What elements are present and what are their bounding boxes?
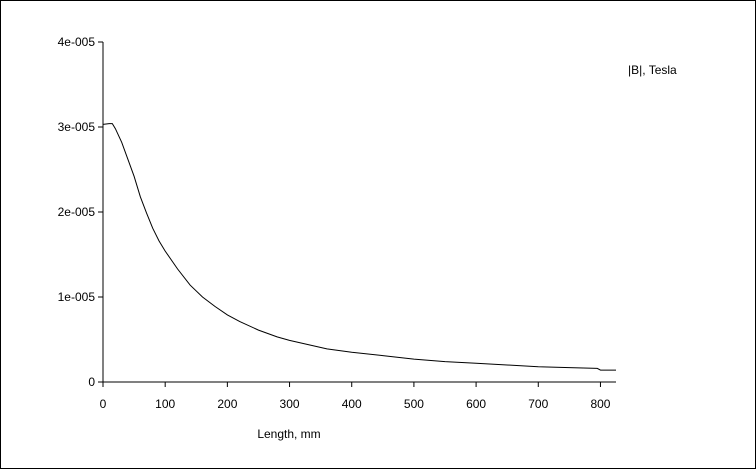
- series-line: [102, 123, 616, 371]
- y-tick-label: 4e-005: [58, 35, 96, 49]
- x-axis-ticks: 0 100 200 300 400 500 600 700 800: [100, 382, 611, 411]
- y-axis-ticks: 0 1e-005 2e-005 3e-005 4e-005: [58, 35, 103, 389]
- x-tick-label: 700: [528, 397, 548, 411]
- x-axis-title: Length, mm: [257, 427, 320, 441]
- legend-entry: |B|, Tesla: [628, 63, 677, 77]
- x-tick-label: 600: [466, 397, 486, 411]
- y-tick-label: 2e-005: [58, 205, 96, 219]
- series-layer: [102, 123, 616, 371]
- x-tick-label: 800: [590, 397, 610, 411]
- x-tick-label: 400: [342, 397, 362, 411]
- x-tick-label: 300: [280, 397, 300, 411]
- y-tick-label: 1e-005: [58, 290, 96, 304]
- x-tick-label: 500: [404, 397, 424, 411]
- y-tick-label: 0: [88, 375, 95, 389]
- y-tick-label: 3e-005: [58, 120, 96, 134]
- x-tick-label: 100: [155, 397, 175, 411]
- x-tick-label: 200: [217, 397, 237, 411]
- x-tick-label: 0: [100, 397, 107, 411]
